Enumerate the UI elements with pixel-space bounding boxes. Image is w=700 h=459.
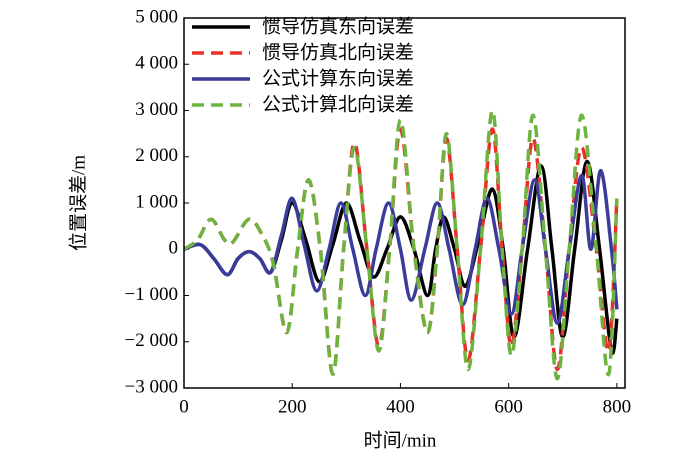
- y-tick-label: −3 000: [125, 376, 178, 397]
- plot-frame: [183, 17, 626, 389]
- legend-label: 公式计算北向误差: [262, 94, 414, 116]
- x-tick-label: 0: [179, 396, 189, 417]
- x-axis-label: 时间/min: [364, 429, 437, 451]
- x-tick-label: 800: [603, 396, 632, 417]
- legend-label: 惯导仿真东向误差: [262, 16, 414, 38]
- y-tick-label: 2 000: [135, 145, 178, 166]
- y-tick-label: −1 000: [125, 284, 178, 305]
- y-tick-label: 3 000: [135, 99, 178, 120]
- x-tick-label: 400: [386, 396, 415, 417]
- legend-label: 惯导仿真北向误差: [262, 42, 414, 64]
- legend-label: 公式计算东向误差: [262, 68, 414, 90]
- series-line: [184, 108, 619, 381]
- x-tick-label: 600: [494, 396, 523, 417]
- y-tick-label: 5 000: [135, 6, 178, 27]
- y-tick-label: 0: [169, 238, 179, 259]
- y-tick-label: 4 000: [135, 53, 178, 74]
- y-tick-label: −2 000: [125, 330, 178, 351]
- y-axis-label: 位置误差/m: [67, 155, 89, 251]
- x-tick-label: 200: [278, 396, 307, 417]
- series-line: [184, 168, 619, 326]
- y-tick-label: 1 000: [135, 191, 178, 212]
